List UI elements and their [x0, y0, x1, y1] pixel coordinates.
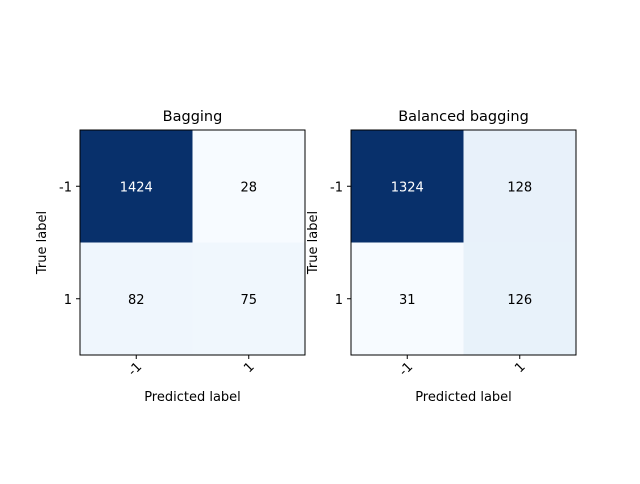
matrix-cell — [463, 130, 576, 243]
chart-title: Balanced bagging — [398, 109, 529, 125]
cell-value-label: 128 — [507, 180, 532, 195]
matrix-cell — [192, 242, 305, 355]
matrix-cell — [80, 130, 193, 243]
matrix-cell — [351, 130, 464, 243]
x-axis-label: Predicted label — [144, 390, 241, 405]
axes-frame — [79, 129, 306, 356]
cell-value-label: 31 — [399, 293, 416, 308]
x-tick-label: -1 — [125, 360, 145, 380]
y-axis-label: True label — [306, 211, 321, 275]
matrix-cell — [192, 130, 305, 243]
matrix-cell — [80, 242, 193, 355]
cell-value-label: 82 — [128, 293, 145, 308]
cell-value-label: 126 — [507, 293, 532, 308]
x-tick-label: -1 — [396, 360, 416, 380]
chart-title: Bagging — [163, 109, 223, 125]
y-axis-label: True label — [35, 211, 50, 275]
cell-value-label: 1324 — [391, 180, 424, 195]
matrix-cell — [351, 242, 464, 355]
matrix-cell — [463, 242, 576, 355]
x-axis-label: Predicted label — [415, 390, 512, 405]
cell-value-label: 28 — [240, 180, 257, 195]
y-tick-label: -1 — [330, 180, 343, 195]
x-tick-label: 1 — [241, 360, 257, 376]
cell-value-label: 75 — [240, 293, 257, 308]
axes-frame — [350, 129, 577, 356]
y-tick-label: -1 — [59, 180, 72, 195]
x-tick-label: 1 — [512, 360, 528, 376]
cell-value-label: 1424 — [120, 180, 153, 195]
y-tick-label: 1 — [335, 293, 343, 308]
y-tick-label: 1 — [64, 293, 72, 308]
